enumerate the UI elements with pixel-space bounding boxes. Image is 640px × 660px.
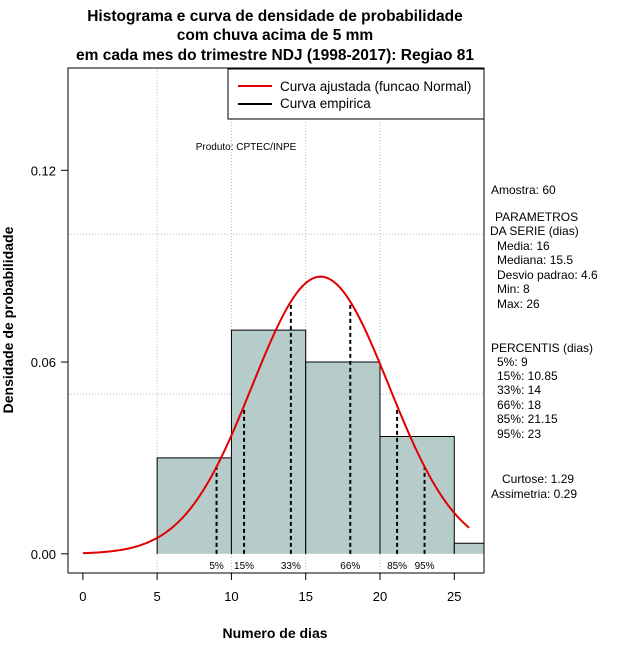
- y-axis-title: Densidade de probabilidade: [0, 226, 16, 413]
- stat-parametros-title-1: PARAMETROS: [495, 210, 578, 224]
- x-tick-label: 15: [298, 589, 312, 604]
- y-tick-label: 0.06: [31, 355, 56, 370]
- y-axis: 0.00 0.06 0.12: [31, 163, 68, 562]
- histogram-bar: [157, 457, 232, 554]
- stat-assimetria: Assimetria: 0.29: [491, 487, 577, 501]
- percentile-lines: 5% 15% 33% 66% 85% 95%: [209, 301, 435, 572]
- stat-mediana: Mediana: 15.5: [497, 253, 573, 267]
- x-axis: 0 5 10 15 20 25: [79, 573, 462, 604]
- stat-p33: 33%: 14: [497, 383, 541, 397]
- stat-parametros-title-2: DA SERIE (dias): [490, 224, 579, 238]
- x-tick-label: 25: [447, 589, 461, 604]
- stat-min: Min: 8: [497, 282, 530, 296]
- percentile-label: 15%: [234, 561, 254, 572]
- stat-media: Media: 16: [497, 239, 550, 253]
- stat-p95: 95%: 23: [497, 427, 541, 441]
- percentile-label: 85%: [387, 561, 407, 572]
- percentile-label: 66%: [340, 561, 360, 572]
- x-tick-label: 5: [154, 589, 161, 604]
- histogram-bar-outline: [453, 542, 484, 554]
- normal-fit-curve: [82, 275, 470, 555]
- legend-label-fit: Curva ajustada (funcao Normal): [280, 79, 471, 94]
- histogram-bars: [156, 329, 484, 554]
- stat-p5: 5%: 9: [497, 355, 528, 369]
- stat-max: Max: 26: [497, 297, 540, 311]
- x-axis-title: Numero de dias: [222, 625, 327, 641]
- x-tick-label: 0: [79, 589, 86, 604]
- histogram-bar: [305, 362, 380, 554]
- stat-desvio: Desvio padrao: 4.6: [497, 268, 598, 282]
- chart-title-line-3: em cada mes do trimestre NDJ (1998-2017)…: [76, 47, 474, 64]
- percentile-label: 5%: [209, 561, 224, 572]
- x-tick-label: 10: [224, 589, 238, 604]
- x-tick-label: 20: [373, 589, 387, 604]
- legend: Curva ajustada (funcao Normal) Curva emp…: [227, 68, 485, 120]
- chart-title-line-2: com chuva acima de 5 mm: [177, 27, 373, 44]
- stats-panel: Amostra: 60 PARAMETROS DA SERIE (dias) M…: [490, 183, 598, 501]
- stat-amostra: Amostra: 60: [491, 183, 556, 197]
- plot-frame: [67, 67, 485, 574]
- histogram-bar-outline: [379, 436, 455, 554]
- percentile-label: 33%: [281, 561, 301, 572]
- product-annotation: Produto: CPTEC/INPE: [196, 142, 297, 153]
- histogram-bar: [231, 330, 306, 554]
- y-tick-label: 0.12: [31, 163, 56, 178]
- legend-box: [227, 68, 485, 120]
- chart-title-line-1: Histograma e curva de densidade de proba…: [87, 8, 463, 25]
- y-tick-label: 0.00: [31, 547, 56, 562]
- stat-p15: 15%: 10.85: [497, 369, 558, 383]
- legend-label-empirical: Curva empirica: [280, 96, 371, 111]
- histogram-bar: [454, 543, 484, 554]
- stat-percentis-title: PERCENTIS (dias): [491, 341, 593, 355]
- stat-curtose: Curtose: 1.29: [502, 472, 574, 486]
- stat-p85: 85%: 21.15: [497, 412, 558, 426]
- stat-p66: 66%: 18: [497, 398, 541, 412]
- percentile-label: 95%: [415, 561, 435, 572]
- histogram-bar: [380, 436, 455, 554]
